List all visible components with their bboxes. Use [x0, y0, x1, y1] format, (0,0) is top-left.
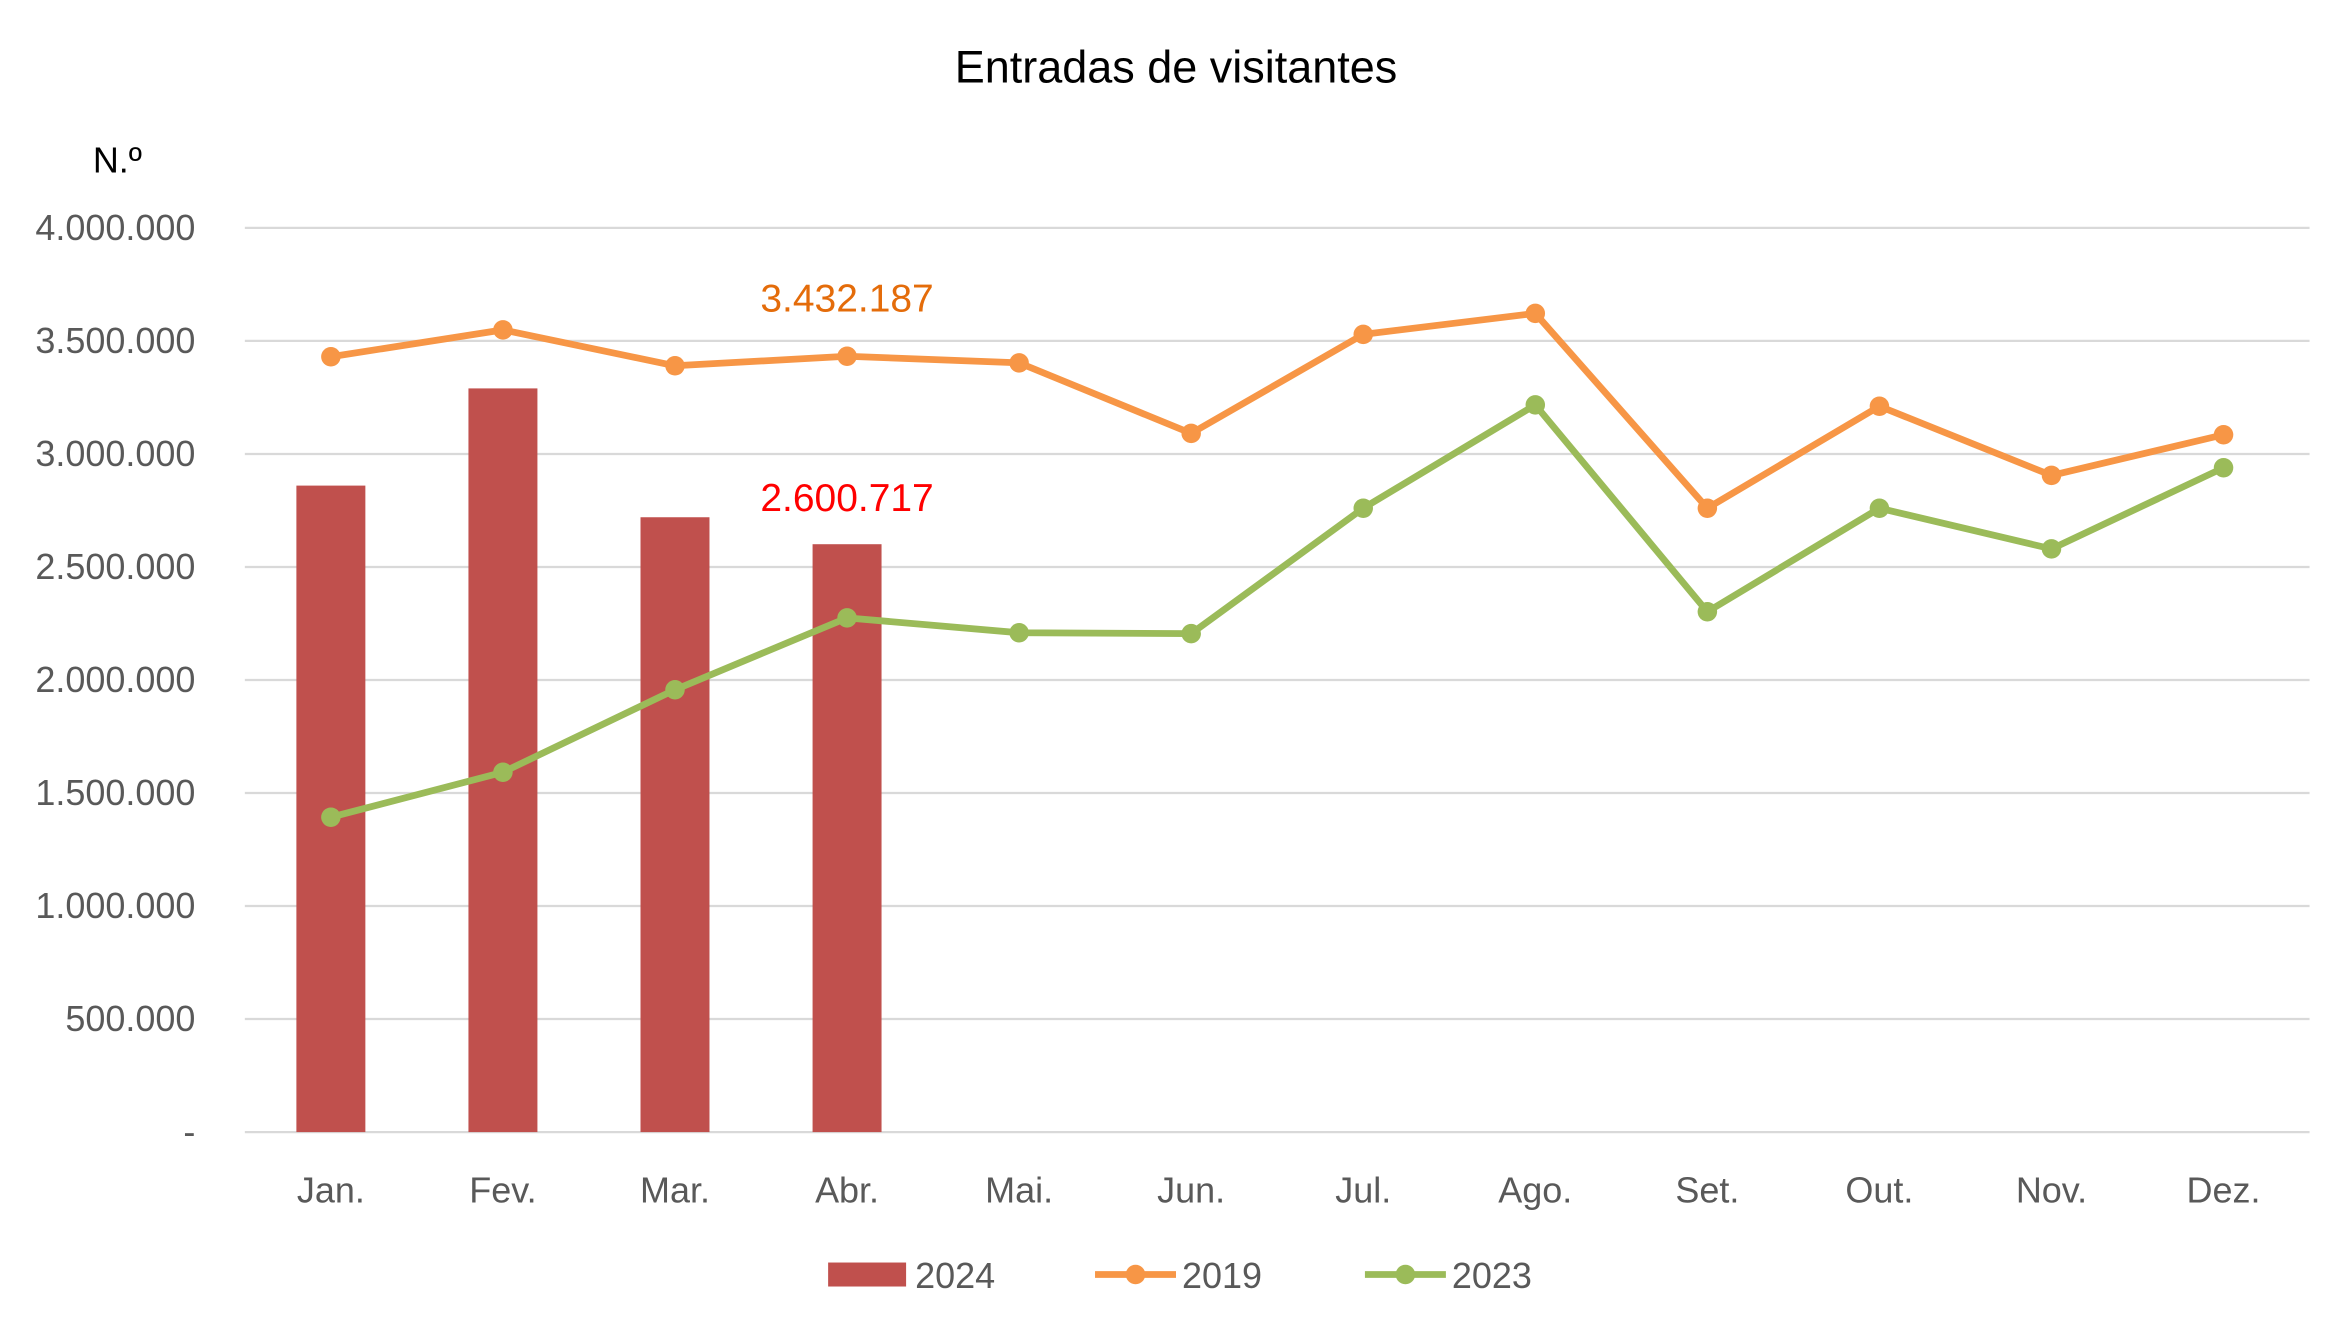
point-2019-Mar.	[665, 356, 685, 376]
legend-item-2019: 2019	[1095, 1255, 1262, 1296]
line-series-2023	[321, 395, 2234, 827]
y-tick-label: 2.000.000	[35, 659, 195, 700]
bar-2024-Mar.	[640, 517, 710, 1133]
point-2019-Fev.	[493, 320, 513, 340]
y-tick-label: 4.000.000	[35, 207, 195, 248]
point-2023-Out.	[1869, 498, 1890, 518]
legend: 2024 2019 2023	[828, 1255, 1532, 1296]
chart-title: Entradas de visitantes	[955, 41, 1397, 92]
point-2023-Abr.	[837, 608, 857, 628]
x-tick-label: Dez.	[2187, 1170, 2261, 1211]
point-2023-Jun.	[1181, 623, 1201, 644]
y-tick-label: 500.000	[65, 998, 195, 1039]
x-tick-label: Jul.	[1335, 1170, 1391, 1211]
line-series-2019	[321, 303, 2234, 518]
gridlines	[244, 226, 2310, 1134]
x-tick-label: Mai.	[985, 1170, 1053, 1211]
point-2019-Set.	[1697, 498, 1718, 518]
legend-swatch	[828, 1262, 907, 1287]
point-2019-Out.	[1869, 396, 1890, 417]
point-2019-Ago.	[1525, 303, 1546, 324]
point-2023-Nov.	[2041, 539, 2062, 559]
legend-label: 2024	[915, 1255, 995, 1296]
x-tick-label: Mar.	[640, 1170, 710, 1211]
x-tick-label: Jan.	[297, 1170, 365, 1211]
bar-series-2024	[296, 388, 882, 1133]
point-2023-Jul.	[1353, 498, 1373, 518]
bar-2024-Abr.	[812, 544, 882, 1133]
point-2019-Abr.	[837, 346, 857, 367]
point-2019-Dez.	[2213, 424, 2234, 445]
y-axis-label: N.º	[93, 139, 142, 180]
legend-marker	[1125, 1264, 1146, 1285]
point-2023-Mai.	[1009, 623, 1029, 643]
point-2023-Set.	[1697, 601, 1718, 622]
x-axis-ticks: Jan. Fev. Mar. Abr. Mai. Jun. Jul. Ago. Set. Out.…	[297, 1170, 2261, 1211]
line-2023	[330, 401, 2225, 821]
x-tick-label: Abr.	[815, 1170, 879, 1211]
data-label: 2.600.717	[760, 477, 933, 520]
data-labels: 3.432.187 2.600.717	[760, 277, 933, 520]
x-tick-label: Jun.	[1157, 1170, 1225, 1211]
data-label: 3.432.187	[760, 277, 933, 320]
y-tick-label: 1.500.000	[35, 772, 195, 813]
point-2019-Jan.	[321, 347, 341, 367]
y-tick-label: 2.500.000	[35, 546, 195, 587]
point-2019-Nov.	[2041, 465, 2062, 486]
point-2023-Fev.	[493, 762, 513, 782]
y-tick-label: 3.500.000	[35, 320, 195, 361]
legend-marker	[1395, 1264, 1416, 1285]
point-2023-Jan.	[321, 807, 341, 827]
y-tick-label: 3.000.000	[35, 433, 195, 474]
legend-item-2024: 2024	[828, 1255, 995, 1296]
point-2019-Jun.	[1181, 423, 1201, 444]
x-tick-label: Fev.	[469, 1170, 536, 1211]
x-tick-label: Out.	[1845, 1170, 1913, 1211]
line-series	[321, 303, 2234, 827]
point-2019-Jul.	[1353, 324, 1373, 345]
point-2023-Mar.	[665, 679, 685, 700]
x-tick-label: Set.	[1675, 1170, 1739, 1211]
y-tick-label: -	[183, 1111, 195, 1152]
legend-label: 2019	[1182, 1255, 1262, 1296]
legend-item-2023: 2023	[1364, 1255, 1532, 1296]
y-axis-ticks: - 500.000 1.000.000 1.500.000 2.000.000 2.500…	[35, 207, 195, 1152]
point-2023-Ago.	[1525, 395, 1546, 415]
line-2019	[330, 309, 2225, 512]
x-tick-label: Ago.	[1498, 1170, 1572, 1211]
legend-label: 2023	[1452, 1255, 1532, 1296]
x-tick-label: Nov.	[2016, 1170, 2087, 1211]
y-tick-label: 1.000.000	[35, 885, 195, 926]
point-2019-Mai.	[1009, 353, 1029, 373]
point-2023-Dez.	[2213, 457, 2234, 478]
